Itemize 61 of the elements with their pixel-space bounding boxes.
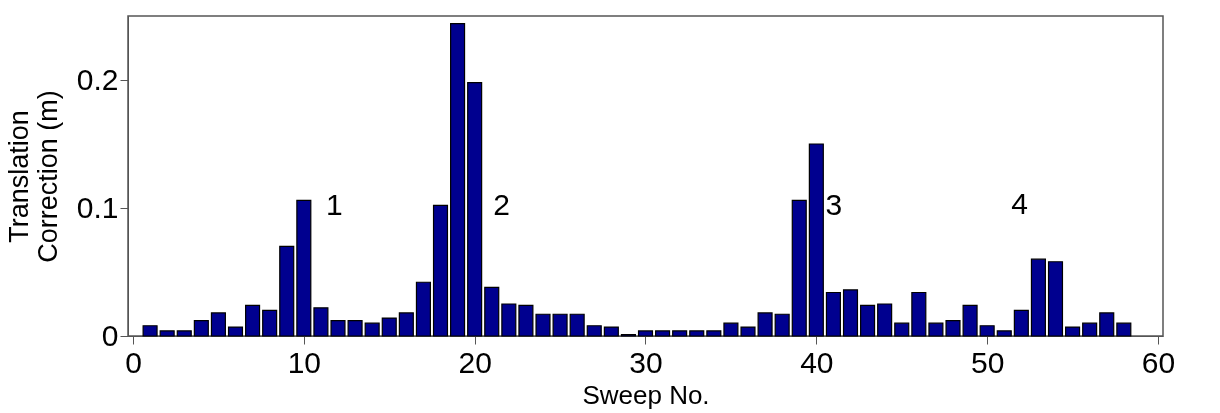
bar — [262, 309, 278, 337]
x-tick-label: 30 — [629, 345, 663, 379]
annotation: 3 — [825, 188, 843, 222]
bar — [1065, 326, 1081, 337]
x-tick-label: 40 — [800, 345, 834, 379]
bar — [432, 204, 449, 337]
bar — [1030, 258, 1046, 337]
bar — [398, 312, 414, 337]
bar — [1082, 322, 1098, 337]
bar — [1116, 322, 1132, 337]
x-tick-label: 20 — [458, 345, 492, 379]
bar — [193, 320, 209, 337]
bar — [860, 304, 876, 337]
bar — [808, 143, 824, 337]
bar — [450, 23, 466, 337]
y-tick-label: 0.1 — [76, 190, 119, 224]
bar — [655, 330, 671, 337]
bar — [706, 330, 722, 337]
bar — [1099, 312, 1115, 337]
bar — [979, 325, 995, 337]
x-tick-label: 0 — [125, 345, 142, 379]
bar — [296, 199, 312, 337]
bar — [159, 330, 175, 337]
bar — [245, 304, 261, 337]
bar — [364, 322, 380, 337]
bar — [672, 330, 688, 337]
bar — [689, 330, 705, 337]
bar — [1047, 261, 1064, 337]
x-tick-label: 10 — [287, 345, 322, 379]
bar — [774, 313, 790, 337]
bar — [210, 312, 226, 337]
bar — [1013, 309, 1029, 337]
bar — [381, 317, 397, 337]
bar — [467, 81, 483, 337]
annotation: 4 — [1011, 186, 1028, 220]
annotation: 1 — [326, 188, 343, 222]
bar — [825, 291, 841, 337]
annotation: 2 — [493, 188, 510, 222]
bar — [791, 199, 807, 337]
bar — [227, 326, 244, 337]
bar — [637, 330, 654, 337]
bar — [415, 281, 431, 337]
bar — [894, 322, 910, 337]
bar — [603, 326, 619, 337]
x-tick-label: 50 — [970, 345, 1005, 379]
bar — [911, 291, 927, 337]
bar — [484, 286, 500, 337]
bar — [279, 245, 295, 337]
bar — [569, 313, 585, 337]
x-tick-label: 60 — [1141, 345, 1176, 379]
bar — [877, 303, 893, 337]
bar — [842, 289, 859, 337]
bar — [996, 330, 1012, 337]
bar — [501, 303, 517, 337]
y-tick-label: 0.2 — [76, 62, 119, 96]
y-tick-label: 0 — [101, 318, 119, 352]
x-axis-title: Sweep No. — [582, 379, 710, 410]
bar — [176, 330, 192, 337]
bar — [142, 325, 158, 337]
y-axis-title: Translation Correction (m) — [3, 90, 63, 263]
bar — [586, 325, 602, 337]
